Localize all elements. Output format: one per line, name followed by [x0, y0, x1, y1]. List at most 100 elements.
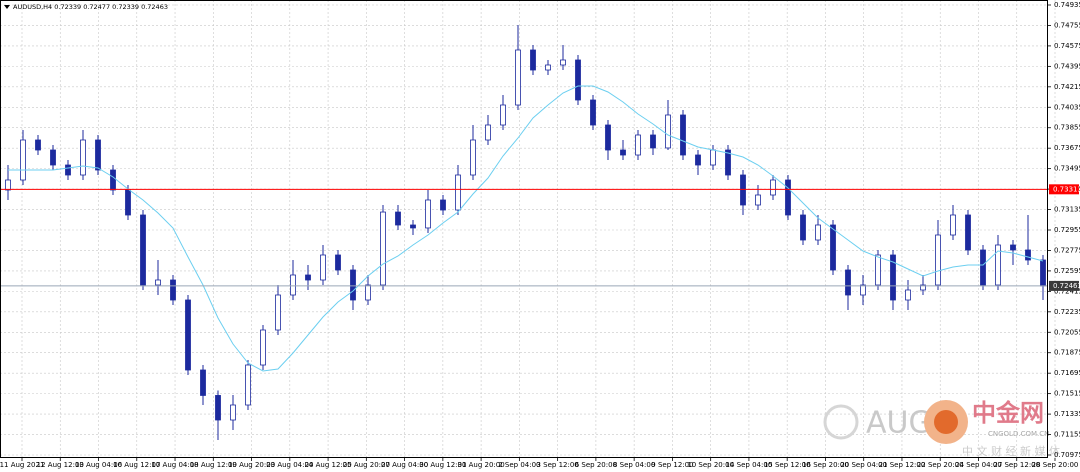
- candle-body: [815, 224, 821, 241]
- level-label: 0.72463: [1053, 282, 1080, 290]
- candle-body: [140, 214, 146, 286]
- candle-body: [50, 149, 56, 166]
- candle-body: [500, 104, 506, 126]
- x-tick-label: 28 Sep 20:00: [1032, 461, 1079, 469]
- candle-body: [1040, 259, 1046, 287]
- watermark-site: CNGOLD.COM.CN: [988, 430, 1049, 438]
- menu-icon[interactable]: [4, 5, 10, 9]
- candle-body: [215, 395, 221, 421]
- candle-body: [440, 199, 446, 211]
- x-tick-label: 10 Sep 20:00: [687, 461, 734, 469]
- candle-body: [80, 139, 86, 176]
- x-tick-label: 16 Aug 12:00: [113, 461, 160, 469]
- y-tick-label: 0.74395: [1054, 62, 1080, 70]
- x-tick-label: 17 Aug 04:00: [151, 461, 198, 469]
- x-tick-label: 12 Aug 12:00: [37, 461, 84, 469]
- candle-body: [845, 269, 851, 296]
- y-tick-label: 0.74035: [1054, 103, 1080, 111]
- y-tick-label: 0.72775: [1054, 246, 1080, 254]
- y-tick-label: 0.71515: [1054, 390, 1080, 398]
- x-tick-label: 8 Sep 04:00: [613, 461, 655, 469]
- y-tick-label: 0.73495: [1054, 165, 1080, 173]
- candle-body: [155, 279, 161, 286]
- candle-body: [125, 189, 131, 216]
- candle-body: [110, 169, 116, 191]
- candle-body: [875, 254, 881, 286]
- candle-body: [860, 284, 866, 296]
- candle-body: [20, 139, 26, 181]
- x-tick-label: 11 Aug 2021: [0, 461, 44, 469]
- candle-body: [335, 254, 341, 271]
- watermark-icon: [823, 404, 859, 440]
- watermark-logo-text: 中金网: [972, 399, 1044, 427]
- watermark-brand: AUG: [866, 406, 932, 441]
- y-tick-label: 0.71335: [1054, 410, 1080, 418]
- x-tick-label: 16 Sep 20:00: [802, 461, 849, 469]
- candle-body: [470, 139, 476, 176]
- x-tick-label: 14 Sep 04:00: [726, 461, 773, 469]
- watermark-logo-inner: [934, 410, 958, 434]
- candle-body: [950, 214, 956, 236]
- grid: [0, 0, 1056, 458]
- candle-body: [245, 364, 251, 406]
- candle-body: [890, 254, 896, 301]
- y-tick-label: 0.74575: [1054, 42, 1080, 50]
- candle-body: [65, 164, 71, 176]
- candle-body: [680, 114, 686, 156]
- candle-body: [95, 139, 101, 171]
- candle-body: [185, 299, 191, 371]
- candle-body: [635, 134, 641, 156]
- y-tick-label: 0.71695: [1054, 369, 1080, 377]
- candle-body: [725, 149, 731, 176]
- y-tick-label: 0.71155: [1054, 431, 1080, 439]
- y-tick-label: 0.74935: [1054, 1, 1080, 9]
- x-tick-label: 15 Sep 12:00: [764, 461, 811, 469]
- x-tick-label: 9 Sep 12:00: [651, 461, 693, 469]
- y-tick-label: 0.71875: [1054, 349, 1080, 357]
- y-tick-label: 0.72595: [1054, 267, 1080, 275]
- candle-body: [260, 329, 266, 366]
- x-tick-label: 24 Sep 04:00: [955, 461, 1002, 469]
- x-tick-label: 13 Aug 04:00: [75, 461, 122, 469]
- candle-body: [755, 194, 761, 206]
- candle-body: [935, 234, 941, 286]
- x-tick-label: 2 Sep 04:00: [498, 461, 540, 469]
- candle-body: [740, 174, 746, 206]
- y-tick-label: 0.72235: [1054, 308, 1080, 316]
- candle-body: [695, 154, 701, 166]
- candle-body: [410, 224, 416, 229]
- candle-body: [365, 284, 371, 301]
- x-tick-label: 27 Aug 04:00: [381, 461, 428, 469]
- candle-body: [605, 124, 611, 151]
- y-tick-label: 0.73135: [1054, 206, 1080, 214]
- candle-body: [515, 49, 521, 106]
- candle-body: [770, 179, 776, 196]
- candle-body: [230, 404, 236, 421]
- x-tick-label: 3 Sep 12:00: [536, 461, 578, 469]
- candle-body: [350, 269, 356, 301]
- candle-body: [200, 369, 206, 396]
- candle-body: [485, 124, 491, 141]
- y-tick-label: 0.73675: [1054, 144, 1080, 152]
- candle-body: [590, 99, 596, 126]
- chart-title: AUDUSD,H4 0.72339 0.72477 0.72339 0.7246…: [13, 3, 168, 11]
- candle-body: [1010, 244, 1016, 251]
- x-tick-label: 20 Sep 04:00: [840, 461, 887, 469]
- level-box: [1049, 184, 1079, 195]
- candle-body: [665, 114, 671, 149]
- watermark-slogan: 中 文 财 经 新 媒 体: [962, 444, 1060, 458]
- candle-body: [575, 59, 581, 101]
- candle-body: [785, 179, 791, 216]
- x-tick-label: 6 Sep 20:00: [575, 461, 617, 469]
- candle-body: [560, 59, 566, 66]
- candle-body: [395, 211, 401, 226]
- y-tick-label: 0.70975: [1054, 451, 1080, 459]
- candle-body: [800, 214, 806, 241]
- level-box: [1049, 280, 1079, 291]
- level-label: 0.73313: [1053, 185, 1080, 193]
- candle-body: [530, 49, 536, 71]
- candle-body: [980, 249, 986, 286]
